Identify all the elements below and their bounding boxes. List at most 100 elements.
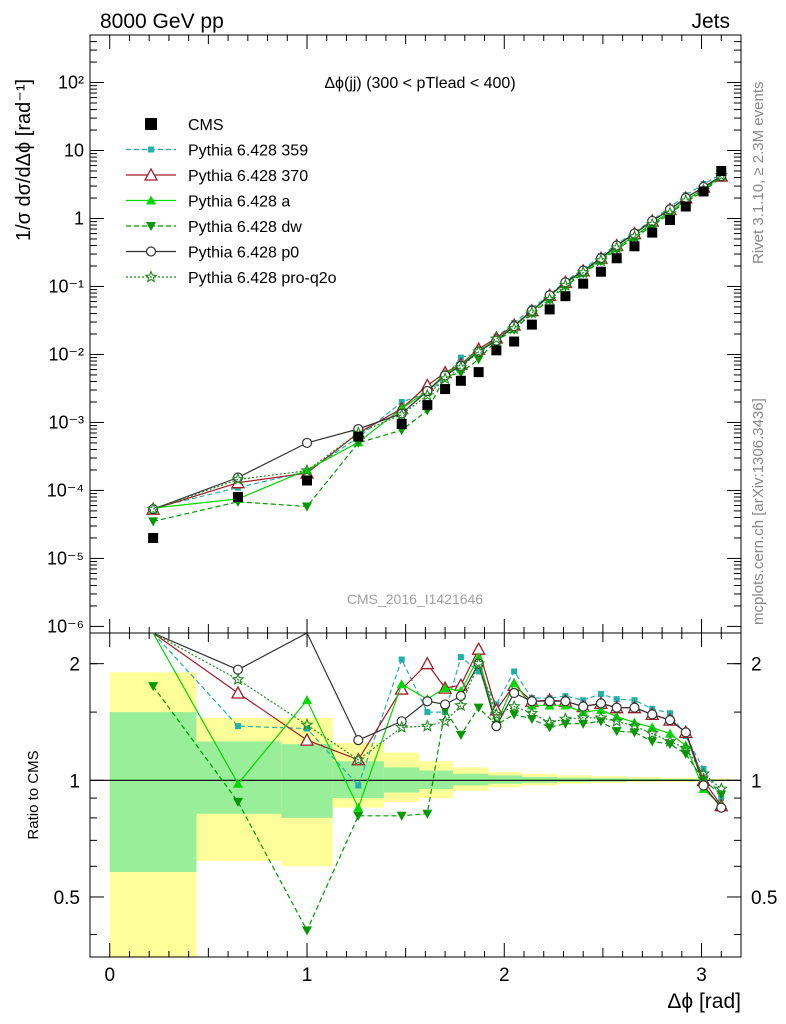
ratio-data-point xyxy=(439,699,451,710)
data-point xyxy=(525,305,539,319)
ratio-data-point xyxy=(576,710,590,724)
ratio-data-point xyxy=(491,721,502,732)
data-point xyxy=(595,266,606,277)
x-tick-label: 0 xyxy=(104,965,115,986)
main-y-tick-label: 10 xyxy=(64,141,84,161)
stat-band-green xyxy=(488,775,523,784)
data-point xyxy=(302,475,312,486)
main-y-tick-label: 10² xyxy=(58,73,84,93)
data-point xyxy=(395,407,409,421)
ratio-data-point xyxy=(420,719,435,732)
data-point xyxy=(491,345,502,356)
legend-label: CMS xyxy=(188,117,224,134)
ratio-y-tick-label: 0.5 xyxy=(54,888,80,909)
data-point xyxy=(576,265,590,279)
ratio-data-point xyxy=(232,778,243,788)
ratio-data-point xyxy=(353,735,364,746)
data-point xyxy=(544,304,555,315)
ratio-data-point xyxy=(300,717,314,731)
series-cms xyxy=(148,165,727,543)
data-point xyxy=(664,215,675,226)
data-point xyxy=(509,336,520,347)
ratio-data-point xyxy=(509,710,520,720)
ratio-series-pythia-6-428-pro-q2o xyxy=(152,633,728,795)
data-point xyxy=(438,371,452,385)
x-tick-label: 3 xyxy=(696,965,707,986)
data-point xyxy=(472,344,486,358)
data-point xyxy=(578,278,589,289)
stat-band-green xyxy=(332,761,384,799)
ratio-data-point xyxy=(440,683,451,693)
side-label-rivet: Rivet 3.1.10, ≥ 2.3M events xyxy=(750,82,767,265)
data-point xyxy=(148,532,159,543)
ratio-data-point xyxy=(544,696,555,707)
ratio-data-point xyxy=(507,699,521,713)
ratio-data-point xyxy=(558,712,573,725)
ratio-y-tick-label-right: 2 xyxy=(751,655,762,676)
data-point xyxy=(680,201,691,212)
legend-marker xyxy=(145,246,157,257)
ratio-data-point xyxy=(595,698,607,709)
ratio-data-point xyxy=(422,696,433,707)
legend-marker xyxy=(146,195,156,205)
ratio-data-point xyxy=(594,710,608,724)
ratio-data-point xyxy=(424,709,431,716)
series-line xyxy=(152,173,722,509)
ratio-data-point xyxy=(679,741,693,754)
ratio-data-point xyxy=(489,707,503,720)
stat-band-green xyxy=(452,773,489,786)
ratio-data-point xyxy=(664,715,676,726)
ratio-data-point xyxy=(396,811,407,821)
data-point xyxy=(300,463,314,477)
ratio-y-tick-label: 2 xyxy=(69,655,80,676)
ratio-data-point xyxy=(526,714,537,724)
legend: CMS Pythia 6.428 359 Pythia 6.428 370 Pythi… xyxy=(126,117,337,287)
legend-marker xyxy=(143,167,159,181)
data-point xyxy=(353,431,364,442)
ratio-series-line xyxy=(152,633,722,790)
ratio-data-point xyxy=(148,682,159,692)
ratio-data-point xyxy=(597,691,604,698)
data-point xyxy=(594,253,608,267)
ratio-y-tick-label-right: 0.5 xyxy=(751,888,777,909)
ratio-data-point xyxy=(560,696,571,707)
data-point xyxy=(647,227,658,238)
data-point xyxy=(489,331,504,345)
series-line xyxy=(152,176,722,522)
data-point xyxy=(698,186,709,197)
data-point xyxy=(440,384,451,395)
ratio-data-point xyxy=(420,656,435,670)
legend-marker xyxy=(148,146,154,153)
ratio-data-point xyxy=(647,737,658,747)
data-point xyxy=(611,253,622,264)
ratio-data-point xyxy=(610,714,624,728)
x-axis-label: Δϕ [rad] xyxy=(667,990,741,1013)
data-point xyxy=(455,375,466,386)
ratio-y-tick-label-right: 1 xyxy=(751,771,762,792)
ratio-data-point xyxy=(526,696,537,707)
data-point xyxy=(473,367,484,378)
ratio-data-point xyxy=(475,668,482,675)
data-point xyxy=(716,165,727,176)
ratio-data-point xyxy=(680,727,691,738)
data-point xyxy=(148,517,159,527)
data-point xyxy=(396,418,407,429)
ratio-data-point xyxy=(472,656,486,670)
ratio-data-point xyxy=(299,732,315,746)
main-y-axis-label: 1/σ dσ/dΔϕ [rad⁻¹] xyxy=(13,79,35,241)
data-point xyxy=(629,241,640,252)
ratio-data-point xyxy=(525,706,539,719)
ratio-data-point xyxy=(395,720,409,733)
main-y-tick-label: 10⁻⁶ xyxy=(47,616,84,636)
legend-label: Pythia 6.428 a xyxy=(188,194,290,211)
data-point xyxy=(558,278,573,292)
ratio-data-point xyxy=(232,797,243,807)
stat-band-green xyxy=(109,712,197,872)
ratio-data-point xyxy=(680,740,691,750)
ratio-data-point xyxy=(627,719,642,732)
legend-marker xyxy=(146,222,156,231)
ratio-data-point xyxy=(302,926,312,936)
ratio-data-point xyxy=(355,782,362,789)
watermark: CMS_2016_I1421646 xyxy=(347,591,483,607)
ratio-data-point xyxy=(509,687,520,699)
